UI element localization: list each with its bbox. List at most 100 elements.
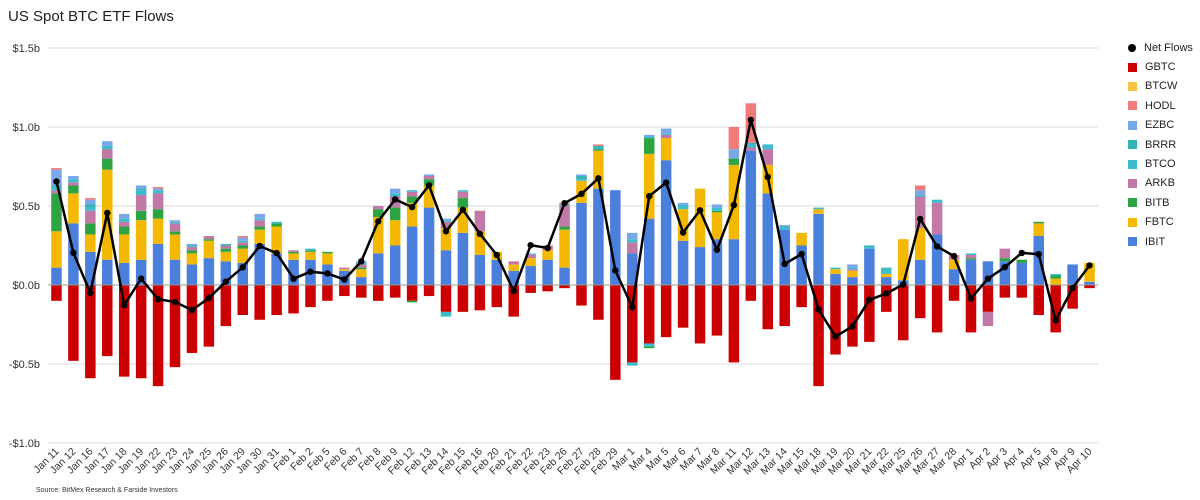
bar-segment-ibit xyxy=(830,273,841,285)
net-flows-point xyxy=(764,173,771,181)
bar-segment-gbtc xyxy=(152,285,164,387)
bar-segment-btco xyxy=(711,207,723,211)
bar-segment-ibit xyxy=(881,277,892,285)
bar-segment-gbtc xyxy=(305,285,316,308)
bar-segment-fbtc xyxy=(660,138,672,161)
bar-stack xyxy=(68,175,79,361)
bar-segment-fbtc xyxy=(186,253,198,265)
net-flows-point xyxy=(375,218,382,225)
bar-segment-fbtc xyxy=(457,207,469,233)
legend-item-net-flows: Net Flows xyxy=(1128,38,1193,57)
bar-segment-btco xyxy=(457,190,469,192)
bar-segment-fbtc xyxy=(322,253,333,265)
bar-segment-ibit xyxy=(779,229,790,285)
bar-segment-fbtc xyxy=(254,229,265,244)
bar-segment-ibit xyxy=(677,240,689,285)
bar-stack xyxy=(1067,264,1078,309)
bar-segment-gbtc xyxy=(864,285,875,342)
bar-segment-bitb xyxy=(237,245,249,249)
bar-segment-gbtc xyxy=(881,285,892,312)
net-flows-point xyxy=(578,190,585,198)
bar-segment-gbtc xyxy=(813,285,824,387)
bar-segment-ibit xyxy=(813,213,824,285)
bar-segment-gbtc xyxy=(999,285,1011,298)
bar-segment-bitb xyxy=(254,226,265,230)
bar-segment-btco xyxy=(643,343,655,347)
bar-segment-gbtc xyxy=(948,285,960,301)
bar-stack xyxy=(152,187,164,387)
bar-segment-ibit xyxy=(982,261,994,285)
bar-segment-gbtc xyxy=(169,285,181,368)
bar-segment-fbtc xyxy=(237,248,249,263)
bar-segment-bitb xyxy=(271,223,282,227)
bar-segment-gbtc xyxy=(118,285,130,377)
bar-segment-fbtc xyxy=(508,264,519,271)
net-flows-point xyxy=(137,275,145,282)
bar-segment-fbtc xyxy=(288,253,299,260)
bar-stack xyxy=(406,190,418,303)
bar-segment-ibit xyxy=(864,248,875,285)
bar-segment-gbtc xyxy=(660,285,672,338)
bar-segment-btco xyxy=(762,144,774,150)
net-flows-point xyxy=(781,260,788,268)
bar-segment-gbtc xyxy=(542,285,553,292)
net-flows-point xyxy=(53,178,60,185)
net-flows-point xyxy=(832,333,839,340)
bar-segment-ibit xyxy=(914,259,926,285)
bar-segment-ibit xyxy=(118,262,130,285)
bar-segment-bitb xyxy=(85,223,96,235)
net-flows-point xyxy=(324,270,331,277)
net-flows-point xyxy=(425,182,433,189)
bar-segment-fbtc xyxy=(305,251,316,260)
bar-segment-gbtc xyxy=(1050,285,1061,333)
bar-segment-btco xyxy=(135,190,147,195)
bar-segment-ezbc xyxy=(711,204,723,208)
bar-stack xyxy=(271,221,282,316)
net-flows-point xyxy=(171,298,179,306)
bar-segment-gbtc xyxy=(491,285,503,308)
bar-segment-arkb xyxy=(965,254,977,259)
bar-segment-hodl xyxy=(51,168,62,170)
legend: Net Flows GBTC BTCW HODL EZBC BRRR BTCO ARKB BIT… xyxy=(1128,38,1193,251)
bar-segment-gbtc xyxy=(102,285,113,357)
bar-stack xyxy=(897,239,909,341)
bar-stack xyxy=(762,144,774,330)
bar-segment-arkb xyxy=(118,221,130,227)
bar-stack xyxy=(237,236,249,316)
bar-stack xyxy=(203,236,215,347)
bar-segment-gbtc xyxy=(1067,285,1078,309)
legend-label: GBTC xyxy=(1145,61,1176,74)
bar-stack xyxy=(627,232,638,366)
bar-segment-bitb xyxy=(559,226,570,230)
net-flows-point xyxy=(307,268,314,275)
bar-segment-ibit xyxy=(627,253,638,285)
bar-segment-gbtc xyxy=(423,285,435,297)
bar-segment-fbtc xyxy=(356,269,367,278)
bar-segment-gbtc xyxy=(914,285,926,319)
bar-segment-gbtc xyxy=(694,285,706,344)
bar-segment-arkb xyxy=(660,134,672,139)
net-flows-point xyxy=(967,295,975,302)
net-flows-point xyxy=(154,296,162,303)
bar-stack xyxy=(102,141,113,357)
bar-segment-ibit xyxy=(847,277,858,285)
bar-segment-fbtc xyxy=(85,234,96,252)
bar-segment-gbtc xyxy=(68,285,79,361)
net-flows-point xyxy=(679,229,687,236)
bar-segment-gbtc xyxy=(931,285,943,333)
bar-segment-ezbc xyxy=(102,141,113,146)
bar-segment-ezbc xyxy=(68,175,79,180)
bar-segment-arkb xyxy=(152,193,164,210)
legend-label: FBTC xyxy=(1145,216,1174,229)
bar-segment-ibit xyxy=(389,245,401,285)
net-flows-point xyxy=(629,303,636,311)
bar-segment-fbtc xyxy=(1033,223,1044,237)
bar-segment-gbtc xyxy=(440,285,452,312)
bar-segment-ibit xyxy=(288,259,299,285)
bar-segment-gbtc xyxy=(135,285,147,379)
bar-segment-btco xyxy=(389,193,401,197)
bar-segment-bitb xyxy=(406,196,418,203)
net-flows-point xyxy=(595,175,602,182)
bar-segment-ezbc xyxy=(525,253,536,255)
y-tick-label: $0.5b xyxy=(12,201,40,213)
